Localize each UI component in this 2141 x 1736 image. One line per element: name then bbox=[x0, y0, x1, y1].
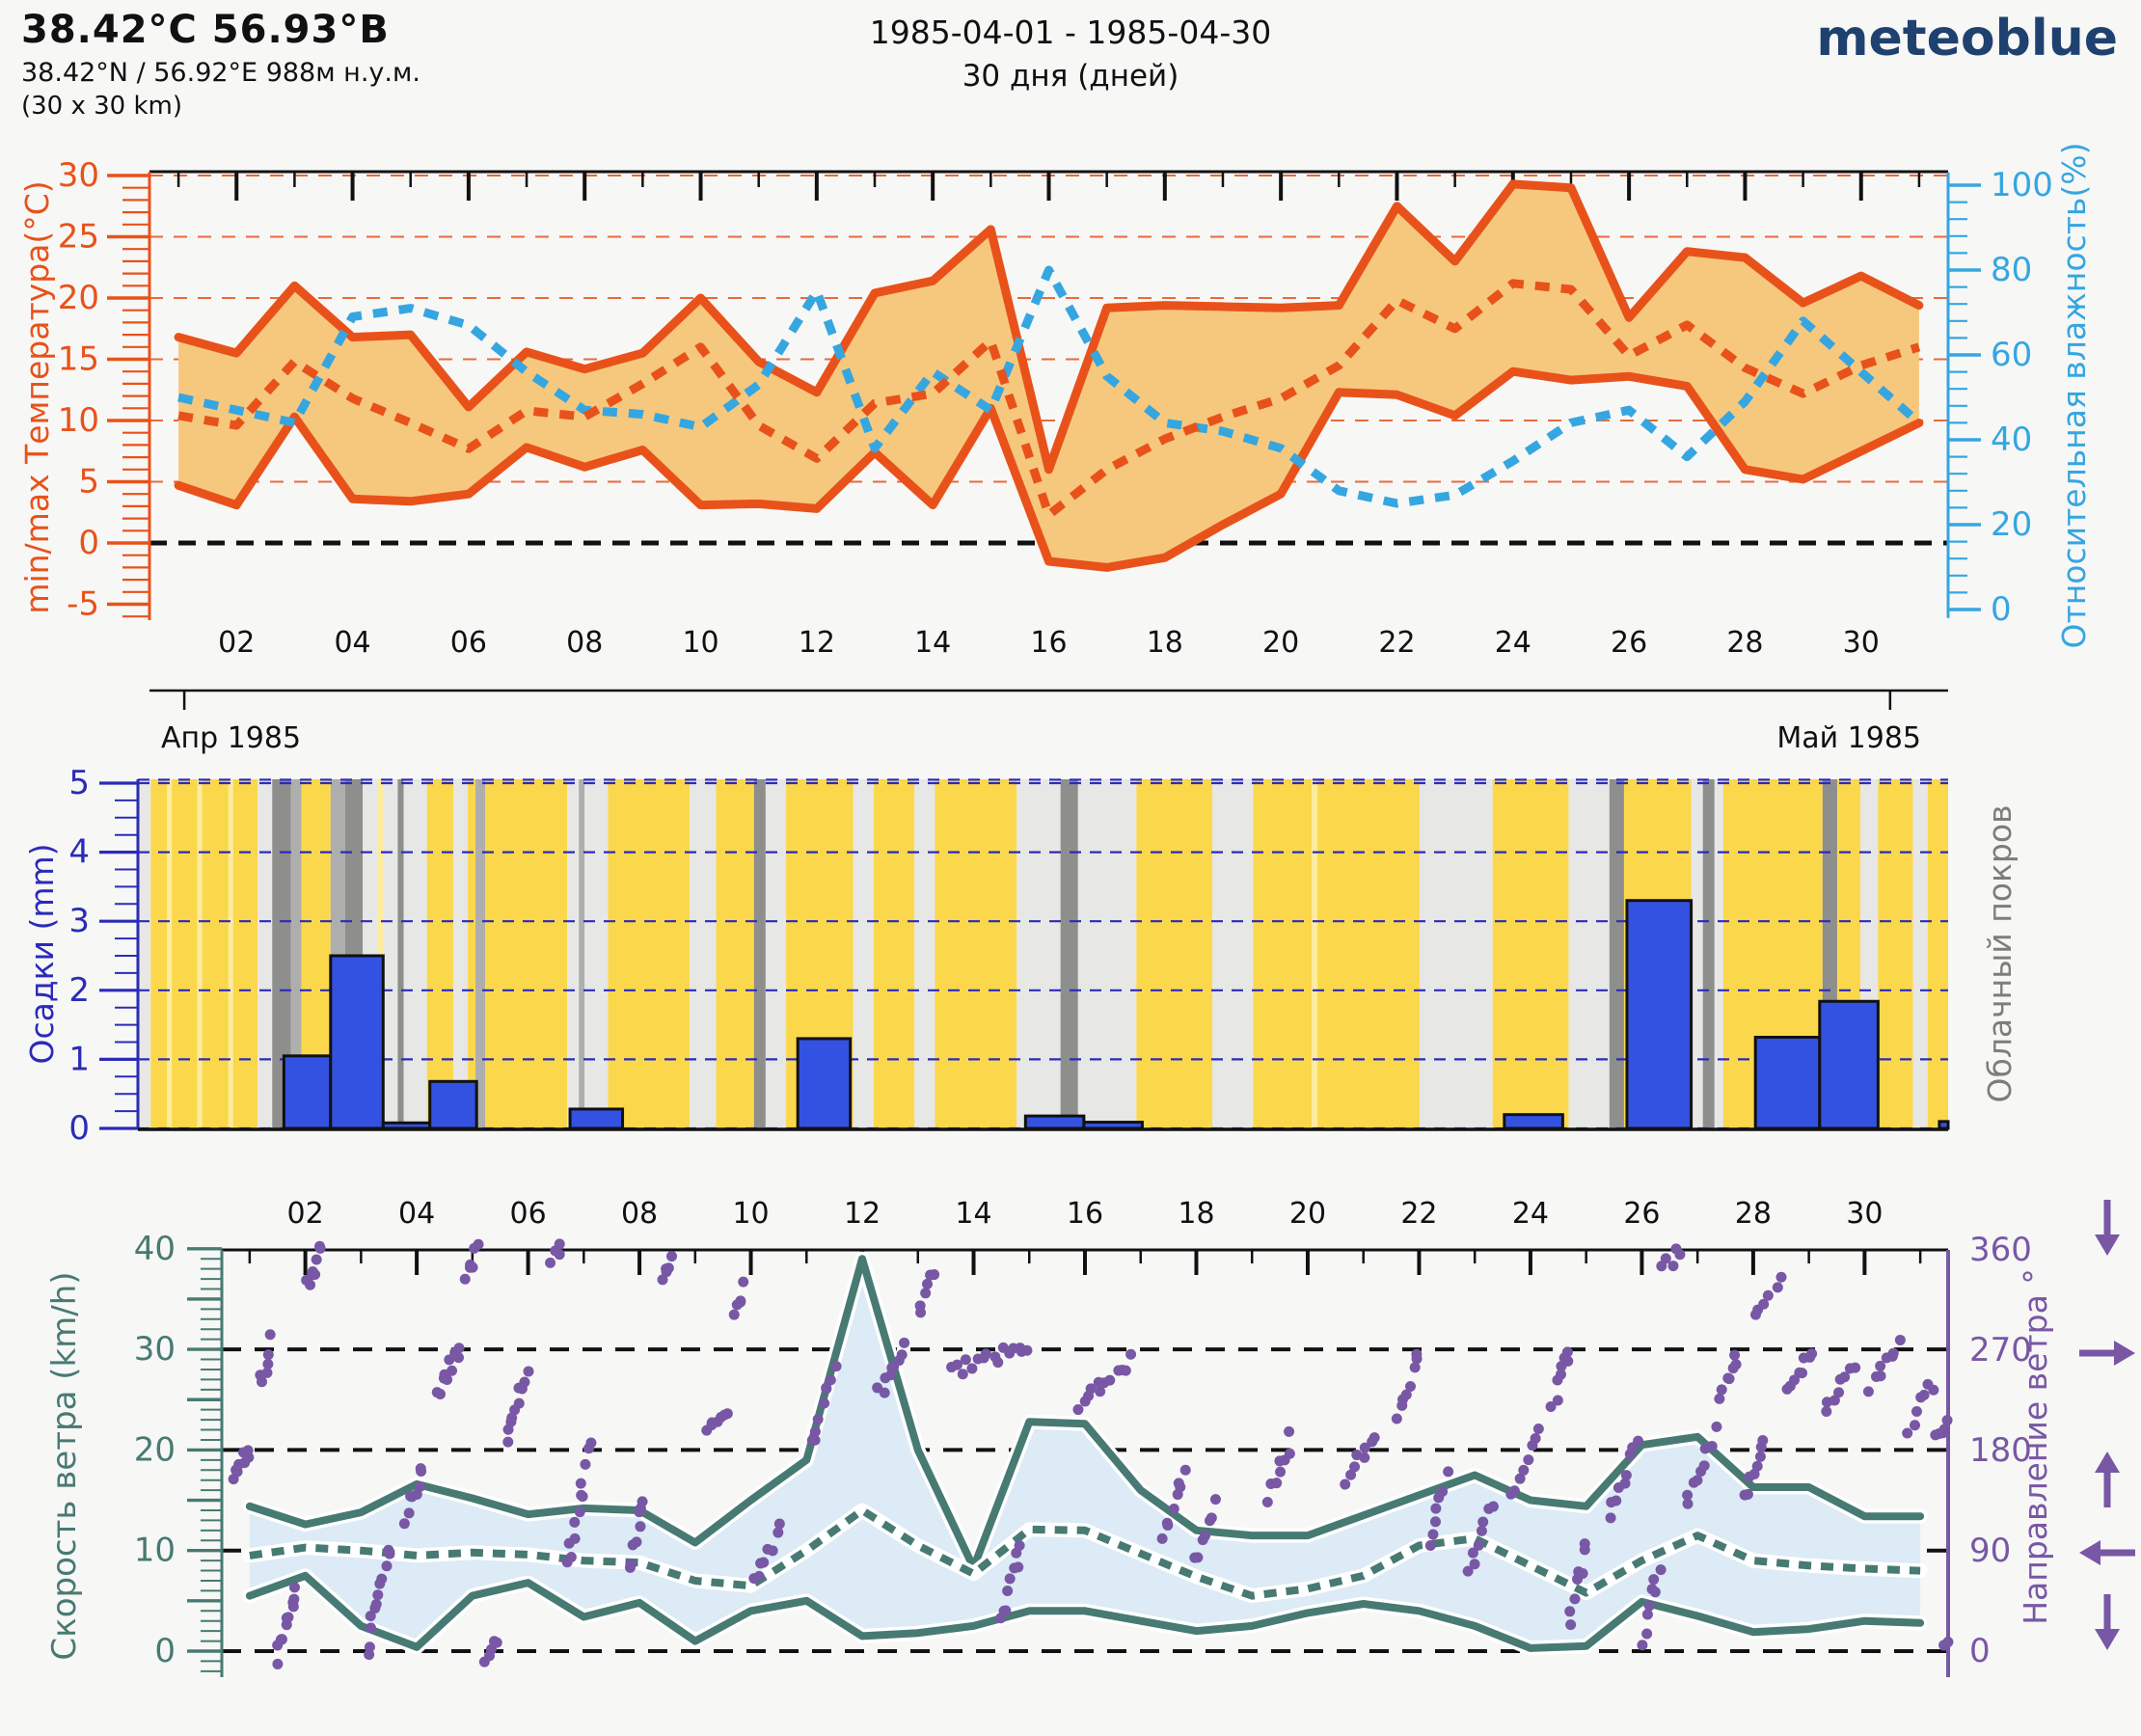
svg-text:60: 60 bbox=[1991, 336, 2032, 374]
svg-text:Осадки (mm): Осадки (mm) bbox=[23, 843, 61, 1064]
svg-text:min/max Температура(°C): min/max Температура(°C) bbox=[18, 180, 56, 613]
svg-text:12: 12 bbox=[844, 1197, 881, 1231]
svg-text:28: 28 bbox=[1735, 1197, 1772, 1231]
svg-text:4: 4 bbox=[68, 833, 90, 872]
svg-text:02: 02 bbox=[287, 1197, 324, 1231]
svg-text:10: 10 bbox=[58, 401, 99, 440]
temperature-chart: 30 25 20 15 10 5 0 -5 100 80 60 40 20 0 02 04 06 08 10 12 14… bbox=[18, 143, 2093, 755]
location-area: (30 x 30 km) bbox=[21, 92, 183, 121]
month-axis: Апр 1985 Май 1985 bbox=[149, 689, 1948, 755]
svg-text:08: 08 bbox=[621, 1197, 658, 1231]
svg-text:06: 06 bbox=[450, 626, 487, 660]
svg-text:3: 3 bbox=[68, 902, 90, 940]
svg-text:16: 16 bbox=[1067, 1197, 1103, 1231]
svg-text:80: 80 bbox=[1991, 251, 2032, 289]
svg-text:14: 14 bbox=[914, 626, 951, 660]
svg-text:0: 0 bbox=[1991, 590, 2012, 629]
svg-text:22: 22 bbox=[1400, 1197, 1437, 1231]
svg-text:30: 30 bbox=[1846, 1197, 1883, 1231]
svg-text:18: 18 bbox=[1178, 1197, 1214, 1231]
location-block: 38.42°C 56.93°В 38.42°N / 56.92°E 988м н… bbox=[21, 8, 420, 121]
precipitation-bars bbox=[282, 899, 1950, 1130]
svg-text:30: 30 bbox=[1843, 626, 1880, 660]
precipitation-chart: 5 4 3 2 1 0 Осадки (mm) Облачный покров bbox=[23, 764, 2019, 1148]
svg-text:08: 08 bbox=[566, 626, 603, 660]
svg-text:06: 06 bbox=[509, 1197, 546, 1231]
svg-text:16: 16 bbox=[1030, 626, 1067, 660]
svg-text:26: 26 bbox=[1611, 626, 1647, 660]
svg-text:15: 15 bbox=[58, 340, 99, 379]
date-range: 1985-04-01 - 1985-04-30 bbox=[869, 14, 1272, 51]
svg-text:Направление ветра °: Направление ветра ° bbox=[2017, 1268, 2054, 1625]
wind-chart: 02 04 06 08 10 12 14 16 18 20 22 24 26 28 30 40 30 20 10 0 3… bbox=[45, 1197, 2135, 1677]
svg-text:40: 40 bbox=[134, 1230, 176, 1268]
temp-axis-labels: 30 25 20 15 10 5 0 -5 100 80 60 40 20 0 02 04 06 08 10 12 14… bbox=[58, 156, 2053, 660]
temp-minmax-band bbox=[174, 179, 1924, 572]
svg-text:20: 20 bbox=[134, 1430, 176, 1469]
svg-text:26: 26 bbox=[1623, 1197, 1660, 1231]
svg-text:10: 10 bbox=[134, 1532, 176, 1570]
svg-text:Май 1985: Май 1985 bbox=[1776, 721, 1921, 755]
report-period-block: 1985-04-01 - 1985-04-30 30 дня (дней) bbox=[733, 14, 1408, 94]
svg-text:0: 0 bbox=[1969, 1632, 1991, 1670]
cloud-cover-stripes bbox=[138, 779, 1948, 1128]
svg-text:100: 100 bbox=[1991, 166, 2053, 204]
svg-text:14: 14 bbox=[955, 1197, 991, 1231]
svg-text:40: 40 bbox=[1991, 420, 2032, 459]
svg-text:10: 10 bbox=[682, 626, 718, 660]
svg-text:0: 0 bbox=[154, 1632, 176, 1670]
svg-text:5: 5 bbox=[68, 764, 90, 802]
location-coordinates: 38.42°N / 56.92°E 988м н.у.м. bbox=[21, 58, 420, 88]
svg-text:30: 30 bbox=[58, 156, 99, 195]
precip-axis-labels: 5 4 3 2 1 0 bbox=[68, 764, 90, 1148]
svg-text:270: 270 bbox=[1969, 1331, 2032, 1370]
svg-text:180: 180 bbox=[1969, 1431, 2032, 1470]
svg-text:20: 20 bbox=[1289, 1197, 1326, 1231]
svg-text:04: 04 bbox=[334, 626, 370, 660]
svg-text:1: 1 bbox=[68, 1040, 90, 1078]
svg-text:18: 18 bbox=[1147, 626, 1183, 660]
svg-text:02: 02 bbox=[218, 626, 255, 660]
svg-text:Скорость ветра (km/h): Скорость ветра (km/h) bbox=[45, 1271, 84, 1660]
svg-text:5: 5 bbox=[78, 463, 99, 502]
svg-text:Облачный покров: Облачный покров bbox=[1981, 805, 2019, 1103]
svg-text:-5: -5 bbox=[67, 585, 99, 624]
svg-text:10: 10 bbox=[732, 1197, 769, 1231]
svg-text:Относительная влажность(%): Относительная влажность(%) bbox=[2055, 143, 2093, 649]
svg-text:20: 20 bbox=[1262, 626, 1299, 660]
meteoblue-logo: meteoblue bbox=[1816, 10, 2118, 68]
wind-axis-labels: 02 04 06 08 10 12 14 16 18 20 22 24 26 28 30 40 30 20 10 0 3… bbox=[134, 1197, 2032, 1670]
svg-text:04: 04 bbox=[398, 1197, 435, 1231]
svg-text:90: 90 bbox=[1969, 1532, 2011, 1570]
svg-text:12: 12 bbox=[799, 626, 835, 660]
wind-direction-arrows bbox=[2079, 1200, 2135, 1650]
svg-text:20: 20 bbox=[58, 279, 99, 317]
svg-text:Апр 1985: Апр 1985 bbox=[161, 721, 301, 755]
svg-text:25: 25 bbox=[58, 218, 99, 257]
svg-text:22: 22 bbox=[1378, 626, 1415, 660]
duration: 30 дня (дней) bbox=[962, 59, 1179, 94]
wind-direction-dots bbox=[228, 1238, 1954, 1669]
svg-text:0: 0 bbox=[68, 1109, 90, 1148]
svg-text:20: 20 bbox=[1991, 505, 2032, 544]
svg-text:360: 360 bbox=[1969, 1231, 2032, 1269]
svg-text:24: 24 bbox=[1495, 626, 1531, 660]
location-title: 38.42°C 56.93°В bbox=[21, 8, 390, 52]
svg-text:2: 2 bbox=[68, 971, 90, 1010]
svg-text:28: 28 bbox=[1726, 626, 1763, 660]
wind-minmax-band bbox=[242, 1251, 1928, 1656]
svg-text:30: 30 bbox=[134, 1330, 176, 1369]
svg-text:24: 24 bbox=[1512, 1197, 1549, 1231]
svg-text:0: 0 bbox=[78, 524, 99, 562]
